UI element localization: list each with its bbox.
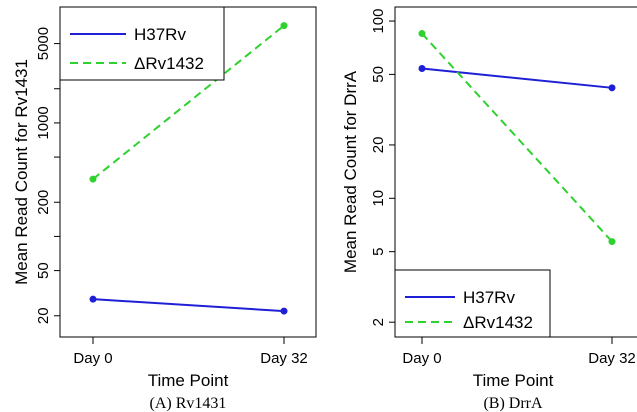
panel-caption: (B) DrrA [483, 395, 543, 412]
y-tick-label: 5000 [35, 27, 52, 60]
series-point-1 [89, 175, 97, 183]
legend-box [394, 269, 551, 338]
panel-b: 2 5 10 20 50 100 Day 0 Day 32 H37Rv ΔRv1432 Me… [341, 6, 637, 412]
series-line-0 [92, 298, 285, 313]
y-axis-title: Mean Read Count for Rv1431 [12, 59, 31, 285]
legend-box [59, 6, 225, 81]
panel-a: 20 50 200 1000 5000 Day 0 Day 32 H37Rv ΔRv143… [12, 6, 317, 412]
y-ticks: 20 50 200 1000 5000 [35, 27, 60, 324]
x-tick-label: Day 32 [260, 350, 308, 367]
x-tick-label: Day 0 [73, 350, 112, 367]
series-point-0 [89, 295, 97, 303]
y-tick-label: 200 [35, 190, 52, 215]
legend-label-drv1432: ΔRv1432 [134, 54, 204, 73]
legend-label-h37rv: H37Rv [134, 25, 186, 44]
y-tick-label: 20 [35, 307, 52, 324]
y-tick-label: 100 [370, 9, 387, 34]
panel-caption: (A) Rv1431 [150, 395, 227, 412]
y-tick-label: 1000 [35, 106, 52, 139]
series-point-0 [608, 84, 616, 92]
y-tick-label: 50 [370, 66, 387, 83]
x-ticks: Day 0 Day 32 [73, 337, 308, 367]
y-tick-label: 5 [370, 247, 387, 255]
series-point-1 [608, 238, 616, 246]
x-tick-label: Day 32 [588, 350, 636, 367]
legend-label-drv1432: ΔRv1432 [463, 313, 533, 332]
x-ticks: Day 0 Day 32 [402, 337, 636, 367]
y-ticks: 2 5 10 20 50 100 [370, 9, 395, 326]
x-tick-label: Day 0 [402, 350, 441, 367]
series-line-0 [421, 67, 613, 89]
series-line-1 [92, 24, 285, 180]
series-lines [89, 22, 288, 315]
series-point-0 [418, 64, 426, 72]
x-axis-title: Time Point [148, 371, 229, 390]
legend: H37Rv ΔRv1432 [394, 269, 551, 338]
y-tick-label: 2 [370, 318, 387, 326]
x-axis-title: Time Point [473, 371, 554, 390]
y-axis-title: Mean Read Count for DrrA [341, 70, 360, 273]
legend: H37Rv ΔRv1432 [59, 6, 225, 81]
series-point-0 [280, 307, 288, 315]
legend-label-h37rv: H37Rv [463, 288, 515, 307]
y-tick-label: 10 [370, 190, 387, 207]
series-line-1 [421, 32, 613, 243]
series-lines [418, 30, 616, 246]
series-point-1 [280, 22, 288, 30]
y-tick-label: 50 [35, 262, 52, 279]
y-tick-label: 20 [370, 137, 387, 154]
series-point-1 [418, 30, 426, 38]
